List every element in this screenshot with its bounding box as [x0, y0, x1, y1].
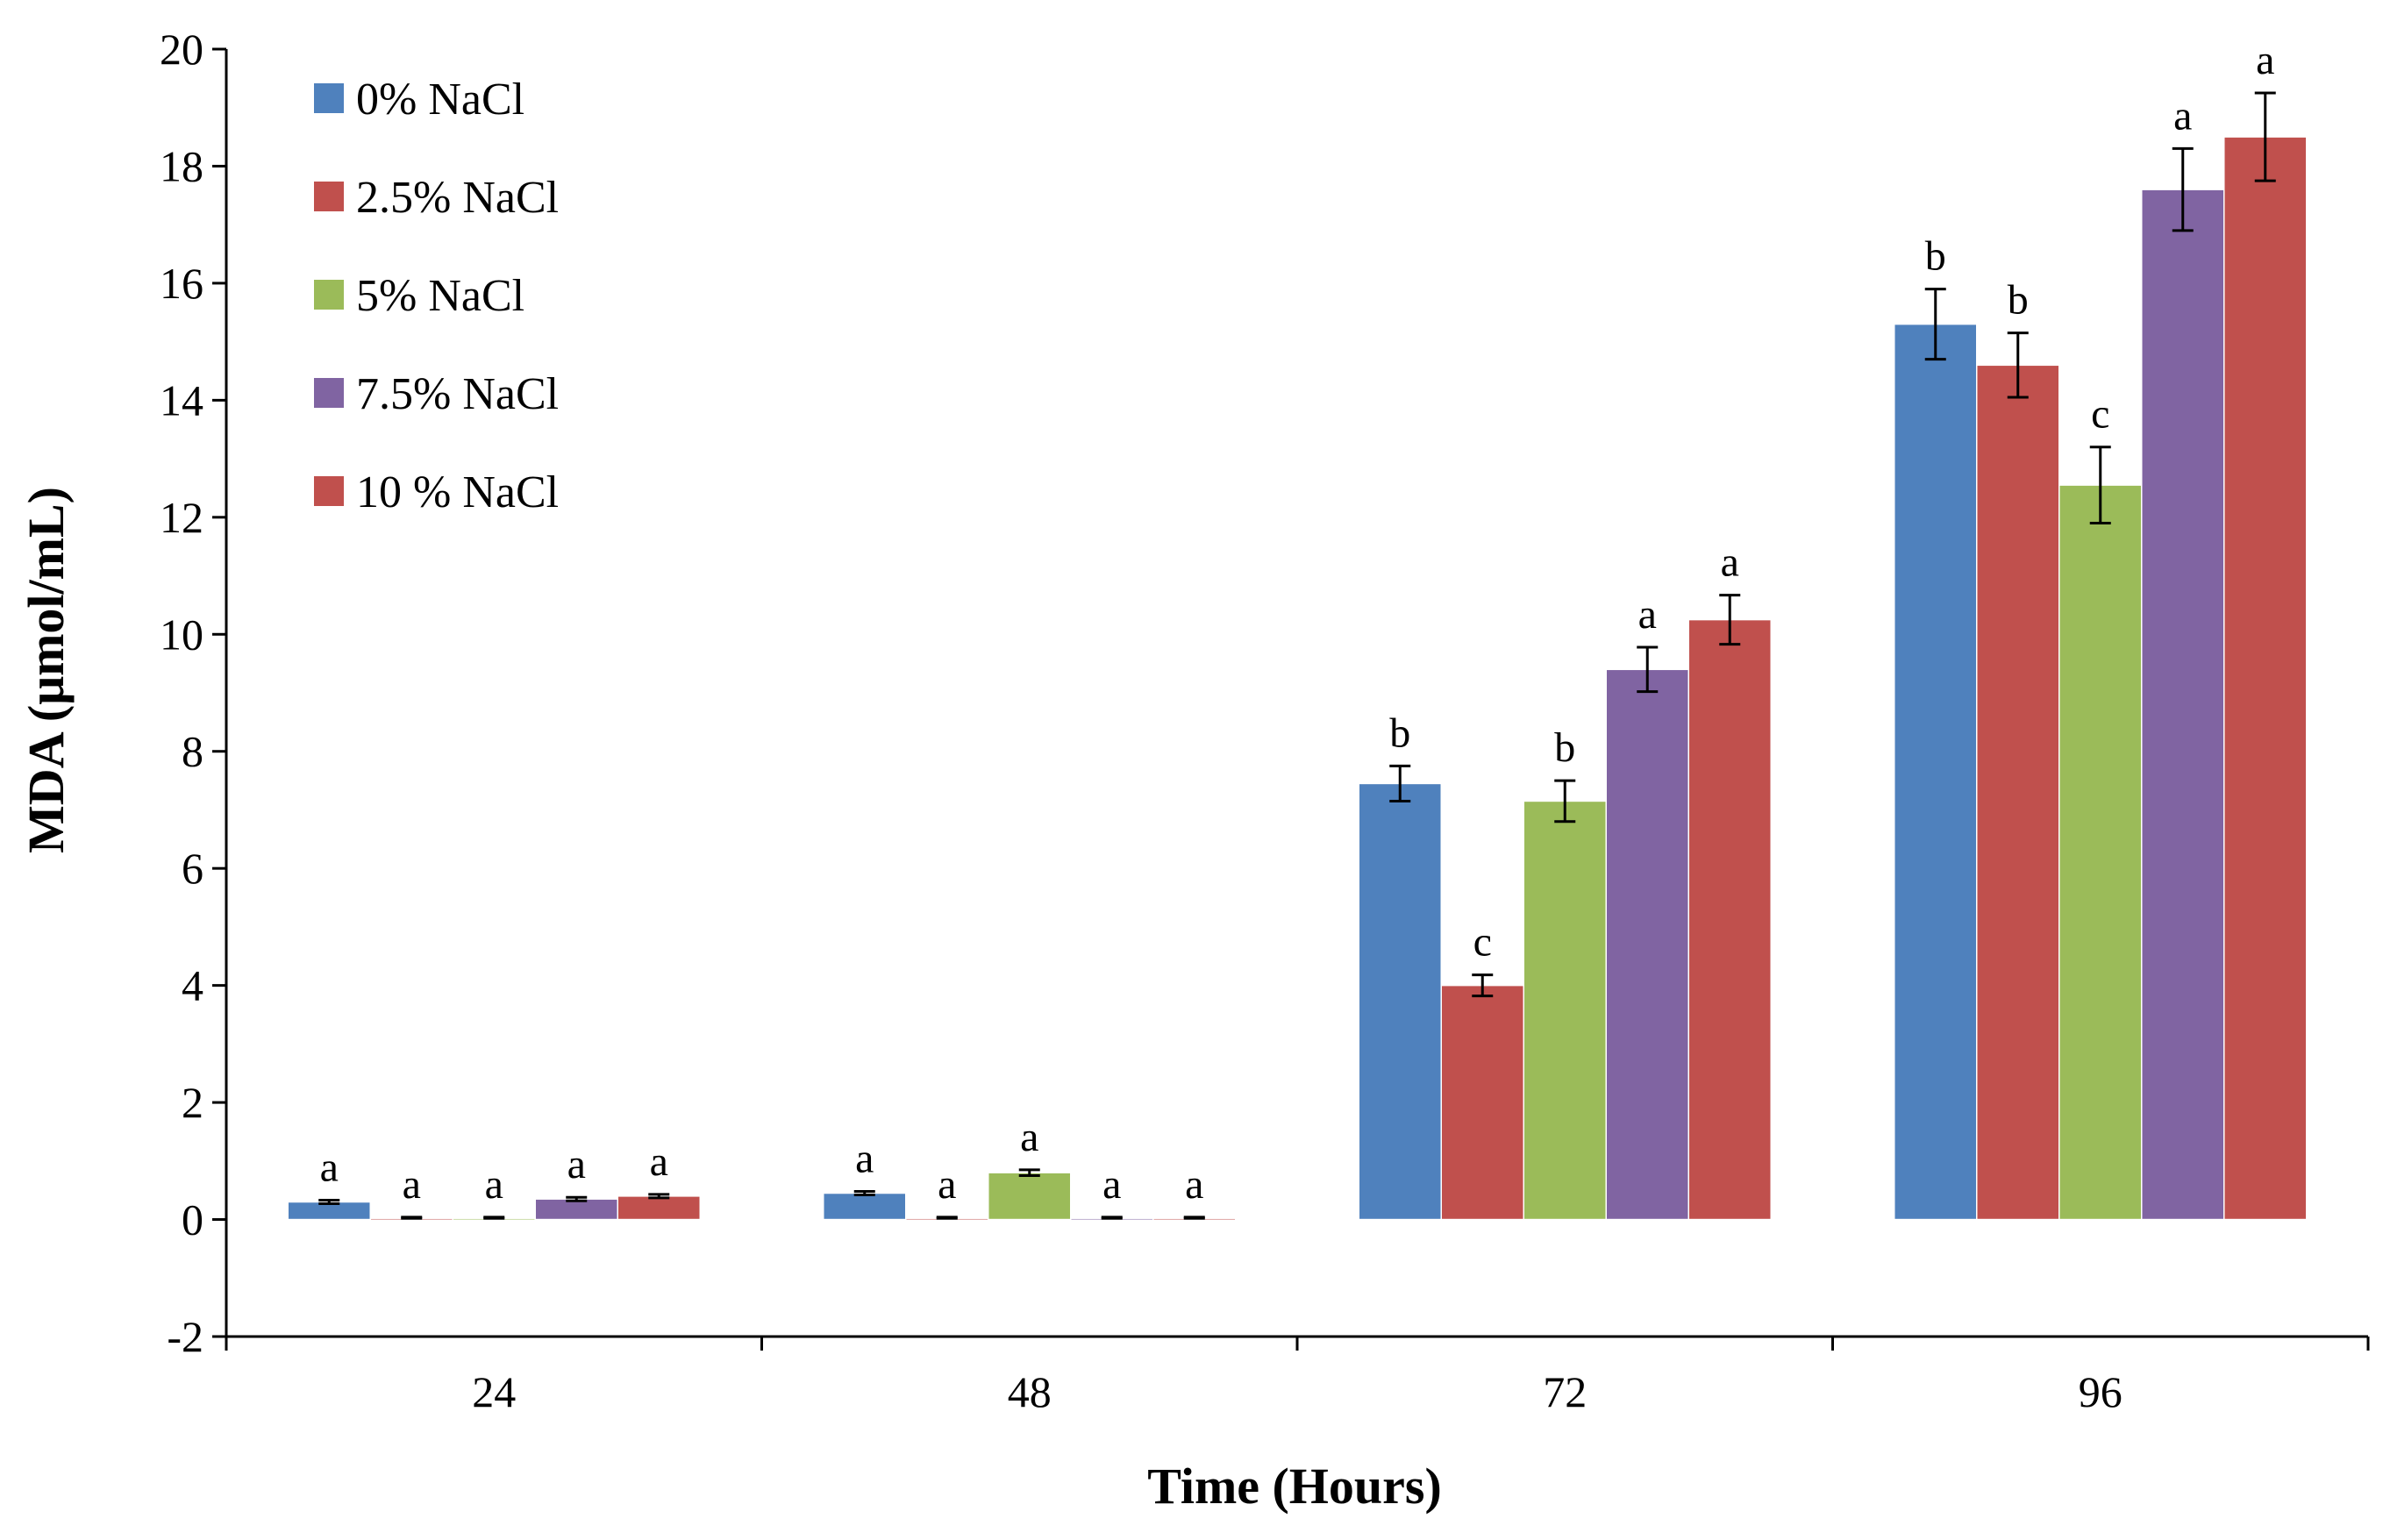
significance-label: a	[1020, 1114, 1038, 1160]
axes: 24 48 72 96	[225, 49, 2370, 1416]
significance-label: a	[1102, 1161, 1121, 1208]
legend-swatch	[314, 378, 344, 408]
y-tick-label: 10	[160, 610, 203, 659]
y-tick-label: 8	[182, 727, 203, 776]
bar	[1687, 618, 1772, 1221]
bar	[617, 1195, 701, 1221]
y-tick-label: -2	[167, 1312, 203, 1361]
bars: a a a a a a a a a a b c b a a b b c a a	[287, 37, 2308, 1221]
y-tick-label: 16	[160, 259, 203, 308]
bar	[1358, 782, 1442, 1221]
significance-label: a	[1638, 591, 1657, 638]
x-tick-label: 96	[2079, 1367, 2123, 1416]
significance-label: c	[1473, 919, 1492, 966]
significance-label: a	[567, 1141, 586, 1187]
legend-label: 7.5% NaCl	[356, 369, 559, 419]
significance-label: a	[485, 1161, 503, 1208]
legend-label: 2.5% NaCl	[356, 173, 559, 223]
significance-label: a	[403, 1161, 421, 1208]
y-tick-label: 6	[182, 844, 203, 893]
legend-label: 0% NaCl	[356, 75, 524, 125]
bar	[1440, 984, 1524, 1221]
significance-label: a	[320, 1144, 339, 1191]
y-tick-label: 18	[160, 141, 203, 190]
significance-label: a	[1721, 539, 1739, 586]
bar	[1976, 364, 2060, 1221]
bar	[2141, 189, 2225, 1221]
y-tick-label: 4	[182, 961, 203, 1010]
significance-label: c	[2091, 391, 2109, 438]
legend: 0% NaCl 2.5% NaCl 5% NaCl 7.5% NaCl 10 % NaC…	[314, 75, 559, 517]
bar	[2058, 484, 2143, 1221]
legend-label: 5% NaCl	[356, 271, 524, 321]
legend-swatch	[314, 83, 344, 113]
significance-label: a	[1185, 1161, 1203, 1208]
bar	[1523, 800, 1607, 1221]
x-tick-label: 72	[1543, 1367, 1587, 1416]
y-tick-label: 2	[182, 1078, 203, 1127]
significance-label: a	[650, 1138, 668, 1185]
bar	[534, 1198, 618, 1221]
significance-label: b	[1925, 233, 1946, 280]
legend-swatch	[314, 182, 344, 211]
y-tick-label: 0	[182, 1195, 203, 1244]
significance-label: b	[1554, 724, 1575, 771]
bar	[2223, 136, 2308, 1221]
bar	[1894, 323, 1978, 1221]
significance-label: b	[2008, 277, 2029, 324]
legend-label: 10 % NaCl	[356, 467, 559, 517]
bar	[988, 1172, 1072, 1221]
y-tick-label: 20	[160, 25, 203, 74]
significance-label: b	[1389, 709, 1410, 756]
significance-label: a	[2256, 37, 2274, 83]
y-tick-label: 14	[160, 375, 203, 424]
legend-swatch	[314, 476, 344, 506]
significance-label: a	[855, 1136, 874, 1182]
significance-label: a	[938, 1161, 956, 1208]
x-tick-label: 48	[1008, 1367, 1052, 1416]
y-axis-ticks: -2 0 2 4 6 8 10 12 14 16 18 20	[160, 25, 226, 1361]
legend-swatch	[314, 280, 344, 310]
x-tick-label: 24	[472, 1367, 516, 1416]
x-axis-title: Time (Hours)	[1147, 1458, 1442, 1515]
significance-label: a	[2173, 92, 2192, 139]
y-tick-label: 12	[160, 493, 203, 542]
y-axis-title: MDA (μmol/mL)	[18, 487, 75, 853]
bar	[823, 1192, 907, 1221]
bar	[1605, 668, 1689, 1221]
